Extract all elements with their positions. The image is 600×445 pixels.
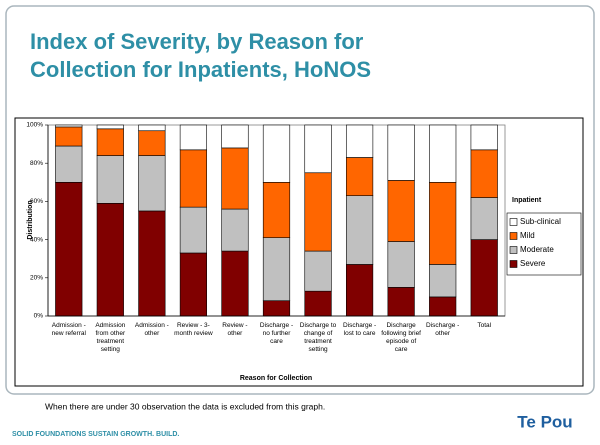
bar-segment — [138, 124, 166, 132]
x-tick-label: Discharge - other — [426, 322, 460, 337]
legend-swatch — [509, 218, 518, 226]
logo: Te Pou — [517, 412, 572, 431]
bar-segment — [429, 182, 457, 265]
bar-segment — [55, 182, 83, 317]
x-tick-label: Admission - new referral — [51, 322, 86, 337]
title-box: Index of Severity, by Reason for Collect… — [30, 29, 372, 82]
slide-title: Index of Severity, by Reason for Collect… — [30, 29, 372, 82]
y-axis-title: Distribution — [27, 200, 34, 239]
bar-segment — [55, 145, 83, 183]
y-tick-label: 40% — [30, 236, 43, 243]
bar-segment — [221, 124, 249, 149]
bar-segment — [96, 155, 124, 204]
bar-segment — [221, 208, 249, 252]
bar-segment — [179, 206, 208, 254]
bar-segment — [138, 155, 166, 212]
y-tick-label: 20% — [30, 275, 43, 282]
bar-segment — [345, 124, 374, 158]
x-tick-label: Discharge to change of treatment setting — [299, 322, 337, 353]
bar-segment — [96, 128, 124, 156]
bar-segment — [429, 264, 457, 298]
x-tick-label: Discharge - lost to care — [342, 322, 377, 337]
bar-segment — [387, 287, 415, 317]
bar-segment — [262, 237, 291, 302]
bar-segment — [345, 195, 374, 265]
y-tick-label: 0% — [34, 313, 44, 320]
bar-segment — [470, 149, 498, 198]
bar-segment — [179, 149, 208, 208]
bar-segment — [262, 182, 291, 238]
bar-segment — [470, 124, 498, 151]
bar-segment — [470, 239, 498, 317]
legend-swatch — [509, 260, 518, 268]
bar-segment — [304, 290, 332, 317]
bar-segment — [55, 126, 83, 147]
footer: SOLID FOUNDATIONS SUSTAIN GROWTH. BUILD. — [12, 431, 179, 438]
bar-segment — [304, 250, 332, 292]
bar-segment — [138, 210, 166, 317]
x-tick-label: Admission from other treatment setting — [95, 322, 126, 353]
x-tick-label: Admission - other — [134, 322, 169, 337]
bar-segment — [387, 180, 415, 242]
bar-segment — [138, 130, 166, 156]
bar-segment — [221, 250, 249, 317]
legend-label: Sub-clinical — [520, 217, 561, 226]
legend-swatch — [509, 232, 518, 240]
bar-segment — [55, 124, 83, 128]
bar-segment — [179, 252, 208, 317]
bar-segment — [470, 197, 498, 240]
x-axis-title: Reason for Collection — [240, 375, 312, 382]
bar-segment — [429, 124, 457, 183]
bar-segment — [179, 124, 208, 151]
x-tick-label: Discharge - no further care — [259, 322, 294, 345]
bar-segment — [304, 172, 332, 252]
legend-label: Moderate — [520, 245, 554, 254]
bar-segment — [262, 124, 291, 183]
legend-label: Mild — [520, 231, 535, 240]
legend-box — [506, 212, 582, 276]
bar-segment — [429, 296, 457, 317]
note: When there are under 30 observation the … — [45, 401, 325, 411]
bar-segment — [345, 264, 374, 317]
bar-segment — [387, 241, 415, 288]
legend-swatch — [509, 246, 518, 254]
y-tick-label: 80% — [30, 160, 43, 167]
bar-segment — [387, 124, 415, 181]
x-tick-label: Review - other — [222, 322, 248, 337]
x-tick-label: Total — [477, 322, 492, 329]
x-tick-label: Discharge following brief episode of car… — [381, 322, 421, 353]
y-tick-label: 60% — [30, 198, 43, 205]
bar-segment — [262, 300, 291, 317]
bar-segment — [304, 124, 332, 174]
x-tick-label: Review - 3-month review — [174, 322, 213, 337]
y-tick-label: 100% — [26, 122, 43, 129]
legend-label: Severe — [520, 259, 546, 268]
bar-segment — [96, 203, 124, 317]
legend-title: Inpatient — [512, 197, 542, 204]
bar-segment — [345, 157, 374, 196]
bar-segment — [96, 124, 124, 130]
bar-segment — [221, 147, 249, 210]
